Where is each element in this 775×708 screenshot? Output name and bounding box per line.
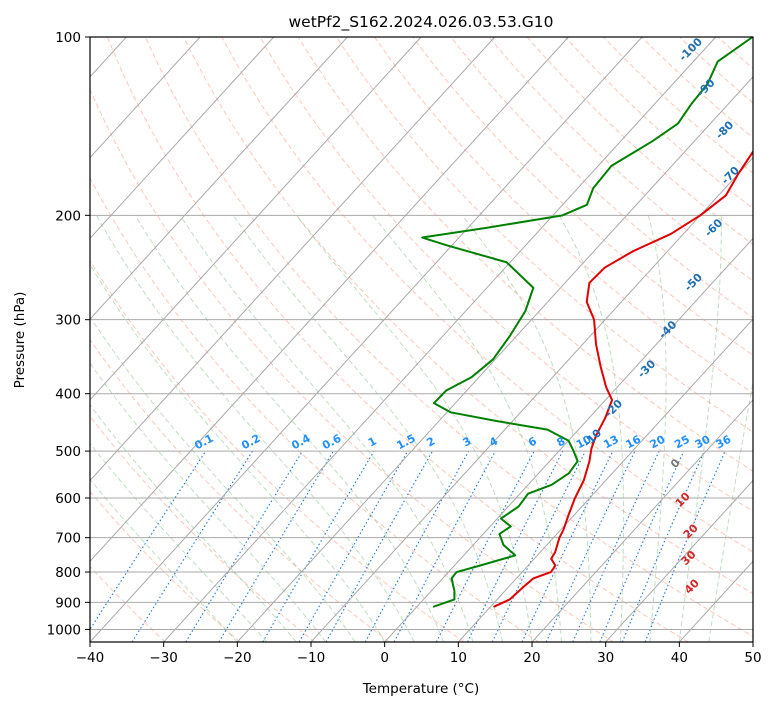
x-tick-label: 10 bbox=[450, 650, 467, 666]
isotherm-line bbox=[531, 399, 753, 642]
x-tick-label: 50 bbox=[744, 650, 761, 666]
y-tick-label: 200 bbox=[55, 208, 81, 224]
isotherm-line bbox=[90, 37, 643, 642]
y-tick-label: 800 bbox=[55, 565, 81, 581]
moist-adiabat-line bbox=[179, 215, 474, 642]
dry-adiabat-line bbox=[90, 259, 465, 642]
y-tick-label: 100 bbox=[55, 30, 81, 46]
dry-adiabat-line bbox=[335, 37, 753, 433]
mixing-ratio-label: 25 bbox=[672, 433, 692, 452]
dry-adiabat-line bbox=[488, 37, 753, 282]
x-tick-label: −40 bbox=[76, 650, 105, 666]
x-tick-label: 40 bbox=[671, 650, 688, 666]
moist-adiabat-line bbox=[90, 403, 297, 642]
y-axis-label: Pressure (hPa) bbox=[12, 292, 28, 389]
y-tick-label: 700 bbox=[55, 531, 81, 547]
mixing-ratio-line bbox=[298, 450, 409, 642]
mixing-ratio-line bbox=[218, 450, 334, 642]
moist-adiabat-line bbox=[90, 442, 268, 642]
y-tick-label: 600 bbox=[55, 491, 81, 507]
x-tick-label: −10 bbox=[297, 650, 326, 666]
dry-adiabat-line bbox=[221, 37, 753, 553]
dry-adiabat-line bbox=[450, 37, 753, 319]
isotherm-line bbox=[163, 37, 717, 642]
moist-adiabat-line bbox=[134, 215, 445, 642]
dry-adiabat-line bbox=[183, 37, 753, 595]
moist-adiabat-line bbox=[678, 215, 722, 642]
x-tick-label: 20 bbox=[523, 650, 540, 666]
dry-adiabat-line bbox=[297, 37, 753, 472]
isotherm-line bbox=[90, 37, 569, 563]
isotherm-line bbox=[236, 76, 753, 642]
isotherm-line bbox=[90, 37, 496, 482]
chart-title: wetPf2_S162.2024.026.03.53.G10 bbox=[289, 13, 554, 32]
mixing-ratio-line bbox=[325, 450, 434, 642]
isotherm-line bbox=[310, 156, 753, 642]
isotherm-line bbox=[90, 37, 201, 159]
profile-lines bbox=[421, 37, 753, 608]
x-axis-label: Temperature (°C) bbox=[362, 681, 480, 697]
isotherm-line bbox=[457, 318, 753, 642]
y-tick-label: 400 bbox=[55, 387, 81, 403]
y-tick-label: 300 bbox=[55, 313, 81, 329]
isotherm-line bbox=[605, 479, 753, 642]
x-tick-label: −20 bbox=[223, 650, 252, 666]
axes: −40 −30 −20 −10 0 10 20 30 40 50 100 200 300 400 500 60… bbox=[47, 30, 762, 666]
y-tick-label: 1000 bbox=[47, 622, 81, 638]
dry-adiabat-line bbox=[145, 37, 753, 637]
mixing-ratio-line bbox=[262, 450, 375, 642]
grid-lines bbox=[90, 37, 753, 642]
isotherm-line bbox=[90, 37, 348, 320]
mixing-ratio-label: 20 bbox=[648, 433, 668, 452]
y-tick-label: 900 bbox=[55, 595, 81, 611]
dry-adiabat-line bbox=[374, 37, 753, 394]
dry-adiabat-line bbox=[90, 490, 241, 642]
isotherm-line bbox=[90, 37, 422, 401]
mixing-ratio-label: 30 bbox=[693, 433, 713, 452]
y-tick-label: 500 bbox=[55, 444, 81, 460]
mixing-ratio-line bbox=[621, 450, 705, 642]
x-tick-label: −30 bbox=[149, 650, 178, 666]
mixing-ratio-label: 13 bbox=[601, 433, 621, 452]
mixing-ratio-label: 10 bbox=[574, 433, 594, 452]
background-lines bbox=[90, 37, 753, 642]
dry-adiabat-line bbox=[106, 37, 689, 642]
moist-adiabat-line bbox=[90, 362, 327, 642]
dewpoint-profile-line bbox=[421, 37, 753, 608]
x-tick-label: 30 bbox=[597, 650, 614, 666]
mixing-ratio-label: 36 bbox=[714, 433, 734, 452]
moist-adiabat-line bbox=[90, 263, 386, 642]
dry-adiabat-line bbox=[526, 37, 753, 246]
isotherm-line bbox=[384, 237, 753, 642]
temperature-profile-line bbox=[493, 149, 753, 608]
mixing-ratio-line bbox=[185, 450, 304, 642]
x-tick-label: 0 bbox=[380, 650, 389, 666]
mixing-ratio-line bbox=[521, 450, 614, 642]
moist-adiabat-line bbox=[90, 315, 356, 642]
mixing-ratio-line bbox=[545, 450, 636, 642]
dry-adiabat-line bbox=[412, 37, 753, 356]
moist-adiabat-line bbox=[296, 215, 533, 642]
dry-adiabat-line bbox=[90, 176, 540, 642]
moist-adiabat-line bbox=[96, 215, 415, 642]
mixing-ratio-line bbox=[491, 450, 586, 642]
mixing-ratio-label: 16 bbox=[623, 433, 643, 452]
dry-adiabat-line bbox=[90, 88, 614, 642]
moist-adiabat-line bbox=[558, 215, 625, 642]
plot-frame bbox=[89, 36, 754, 643]
dry-adiabat-line bbox=[259, 37, 753, 512]
moist-adiabat-line bbox=[647, 215, 667, 642]
mixing-ratio-line bbox=[131, 450, 254, 642]
mixing-ratio-line bbox=[364, 450, 470, 642]
dry-adiabat-line bbox=[564, 37, 753, 210]
moist-adiabat-line bbox=[90, 478, 238, 642]
isotherm-line bbox=[90, 37, 275, 240]
mixing-ratio-line bbox=[572, 450, 660, 642]
dry-adiabat-line bbox=[90, 415, 315, 642]
mixing-ratio-line bbox=[644, 450, 726, 642]
